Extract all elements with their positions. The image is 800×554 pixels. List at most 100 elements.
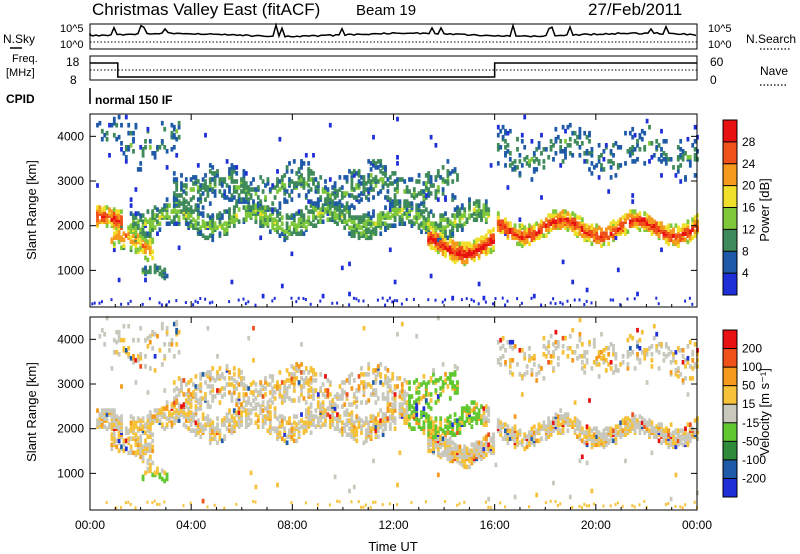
power-cell — [609, 149, 613, 154]
vel-cell — [326, 412, 330, 417]
power-colorbar-label: 28 — [742, 135, 756, 149]
vel-cell — [535, 428, 539, 433]
power-cell — [278, 217, 282, 222]
vel-cell — [156, 333, 159, 339]
power-cell — [427, 191, 431, 196]
power-cell — [309, 187, 313, 192]
vel-cell — [309, 414, 313, 419]
power-cell — [436, 185, 440, 190]
vel-cell — [141, 448, 145, 454]
power-cell — [340, 191, 344, 196]
power-cell — [477, 199, 481, 204]
vel-cell — [184, 424, 188, 429]
vel-cell — [556, 422, 560, 427]
power-cell — [439, 175, 443, 180]
power-cell — [307, 177, 311, 182]
power-cell — [518, 223, 522, 228]
power-cell — [684, 223, 687, 228]
vel-cell — [160, 406, 164, 411]
power-cell — [369, 161, 373, 166]
vel-cell — [117, 416, 121, 421]
power-cell — [645, 213, 649, 218]
power-cell — [600, 237, 603, 243]
power-cell — [424, 185, 428, 190]
power-cell — [559, 211, 563, 216]
vel-cell — [218, 374, 222, 379]
vel-cell — [307, 392, 311, 397]
vel-cell — [225, 382, 229, 387]
vel-cell — [184, 398, 188, 403]
power-cell — [345, 209, 349, 214]
vel-cell — [148, 454, 152, 460]
vel-cell — [163, 388, 167, 393]
vel-cell — [544, 501, 547, 504]
power-cell — [196, 179, 200, 184]
vel-cell — [204, 396, 207, 401]
vel-cell — [398, 390, 402, 395]
vel-cell — [381, 418, 385, 423]
vel-cell — [117, 438, 121, 444]
vel-cell — [112, 350, 116, 355]
vel-cell — [348, 426, 351, 431]
power-cell — [343, 213, 347, 218]
vel-cell — [146, 414, 150, 419]
freq-trace — [90, 62, 697, 78]
power-cell — [463, 211, 467, 216]
vel-cell — [554, 329, 558, 335]
power-cell — [220, 193, 224, 198]
power-cell — [132, 136, 135, 142]
vel-cell — [230, 428, 234, 433]
power-cell — [357, 173, 361, 178]
power-cell — [583, 159, 587, 164]
power-cell — [232, 165, 236, 170]
power-cell — [225, 183, 229, 188]
vel-cell — [434, 424, 438, 429]
vel-cell — [583, 440, 587, 446]
power-cell — [134, 215, 138, 220]
vel-cell — [420, 410, 423, 415]
power-cell — [367, 211, 371, 216]
vel-cell — [148, 430, 152, 435]
power-cell — [247, 207, 251, 212]
power-colorbar-segment — [723, 163, 737, 187]
vel-cell — [117, 432, 121, 437]
power-cell — [686, 227, 690, 232]
power-cell — [458, 249, 462, 255]
vel-cell — [480, 440, 483, 446]
power-cell — [568, 122, 572, 128]
power-cell — [691, 143, 695, 148]
power-cell — [333, 209, 337, 214]
vel-cell — [160, 410, 164, 415]
vel-cell — [148, 434, 152, 439]
power-cell — [393, 279, 397, 285]
vel-cell — [244, 418, 248, 423]
vel-cell — [249, 470, 253, 476]
power-cell — [516, 241, 519, 247]
vel-cell — [384, 378, 387, 383]
vel-cell — [285, 378, 289, 383]
power-cell — [321, 219, 325, 224]
vel-cell — [242, 376, 246, 381]
vel-cell — [470, 400, 474, 405]
vel-cell — [376, 428, 380, 433]
vel-cell — [427, 402, 431, 407]
vel-cell — [508, 339, 512, 345]
power-cell — [244, 185, 248, 190]
vel-cell — [278, 370, 282, 375]
vel-cell — [244, 412, 248, 417]
vel-cell — [475, 402, 479, 407]
vel-cell — [328, 414, 332, 419]
vel-cell — [590, 366, 594, 371]
vel-cell — [381, 396, 385, 401]
power-cell — [422, 219, 426, 224]
vel-cell — [578, 331, 582, 337]
power-cell — [499, 145, 503, 150]
vel-cell — [448, 430, 452, 435]
power-cell — [391, 171, 395, 176]
power-cell — [643, 211, 647, 216]
vel-cell — [165, 416, 169, 421]
vel-cell — [432, 420, 435, 425]
vel-cell — [175, 394, 179, 399]
power-cell — [652, 219, 656, 224]
vel-cell — [602, 428, 606, 433]
